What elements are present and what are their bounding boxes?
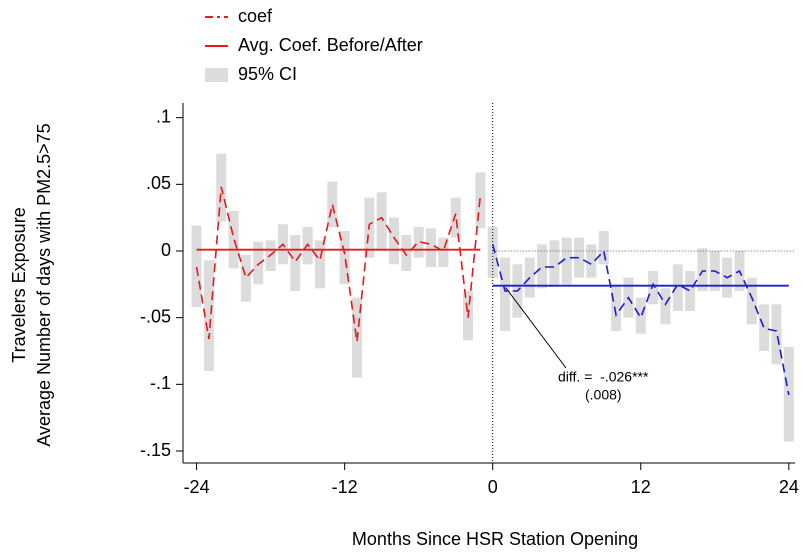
ci-bar — [672, 264, 683, 311]
ci-bar — [685, 271, 696, 311]
x-tick-label: 12 — [631, 477, 651, 497]
x-axis-label: Months Since HSR Station Opening — [352, 529, 638, 549]
ci-bar — [240, 255, 251, 302]
y-tick-label: -.05 — [140, 306, 171, 326]
ci-bar — [376, 192, 387, 251]
ci-bar — [253, 241, 264, 285]
y-tick-label: .05 — [146, 173, 171, 193]
ci-bar — [549, 240, 560, 287]
annotation: (.008) — [585, 387, 622, 403]
ci-bar — [426, 228, 437, 267]
y-tick-label: .1 — [156, 106, 171, 126]
x-tick-label: -12 — [332, 477, 358, 497]
y-tick-label: 0 — [161, 240, 171, 260]
y-axis-label: Travelers Exposure — [9, 207, 29, 362]
ci-bar — [487, 227, 498, 278]
coef-line — [195, 186, 482, 342]
ci-bar — [771, 304, 782, 365]
ci-bar — [746, 277, 757, 325]
ci-bar — [228, 211, 239, 269]
legend-marker — [205, 68, 228, 82]
y-axis-label: Average Number of days with PM2.5>75 — [34, 123, 54, 446]
x-tick-label: -24 — [184, 477, 210, 497]
ci-bar — [450, 197, 461, 238]
legend-label: 95% CI — [238, 64, 297, 84]
y-tick-label: -.1 — [150, 373, 171, 393]
ci-bar — [574, 237, 585, 278]
ci-bar — [191, 225, 202, 307]
ci-bar — [327, 181, 338, 227]
ci-bar — [561, 237, 572, 285]
ci-bar — [314, 240, 325, 289]
ci-bar — [759, 304, 770, 351]
ci-bar — [401, 235, 412, 271]
ci-bar — [586, 244, 597, 278]
annotation-pointer — [505, 287, 567, 369]
ci-bar — [537, 244, 548, 289]
ci-bar — [438, 237, 449, 267]
annotation: diff. = -.026*** — [558, 369, 649, 385]
coef-line — [491, 244, 790, 396]
ci-bar — [500, 257, 511, 331]
ci-bar — [290, 235, 301, 291]
x-tick-label: 24 — [779, 477, 799, 497]
ci-bar — [339, 231, 350, 285]
ci-bar — [598, 231, 609, 265]
ci-bar — [413, 227, 424, 258]
ci-bar — [611, 284, 622, 331]
ci-bar — [660, 288, 671, 325]
x-tick-label: 0 — [488, 477, 498, 497]
y-tick-label: -.15 — [140, 440, 171, 460]
ci-bar — [697, 248, 708, 291]
legend-label: coef — [238, 6, 273, 26]
ci-bar — [635, 297, 646, 334]
ci-bar — [648, 271, 659, 305]
ci-bar — [388, 217, 399, 265]
legend-label: Avg. Coef. Before/After — [238, 35, 423, 55]
ci-bar — [203, 260, 214, 371]
